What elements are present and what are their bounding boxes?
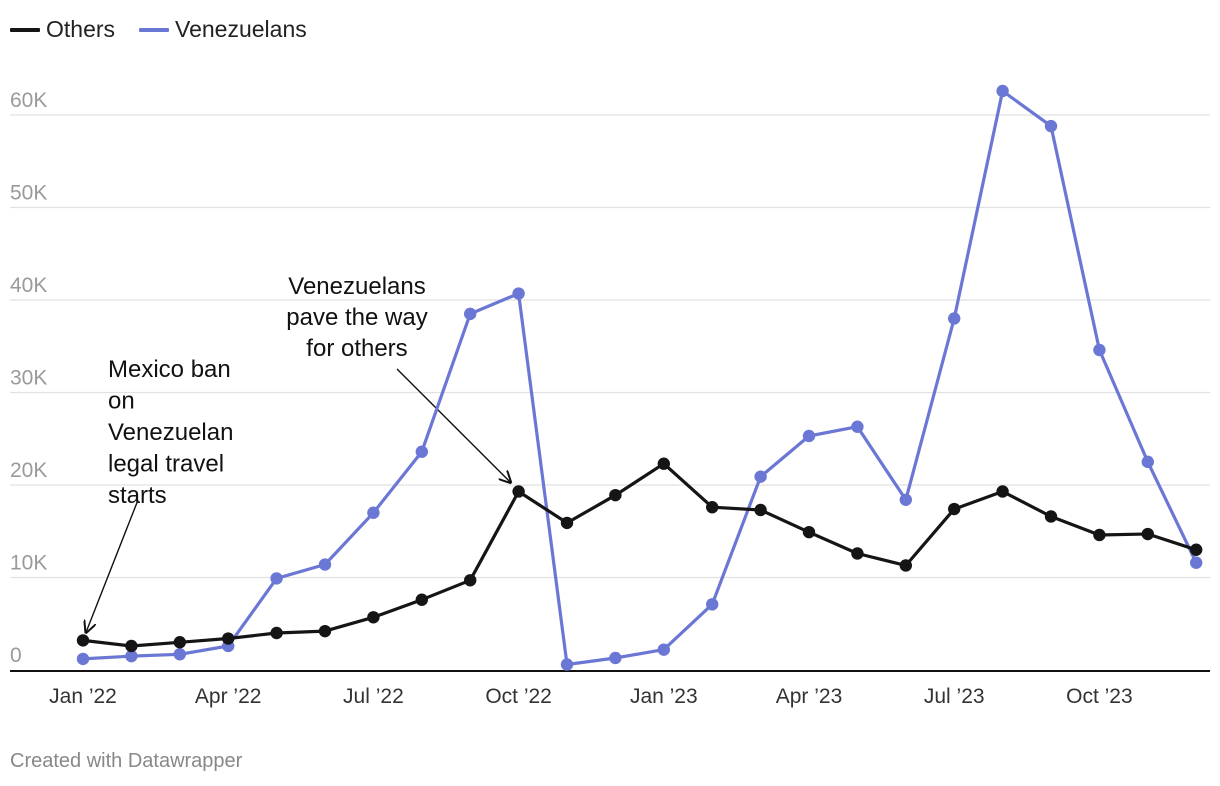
x-tick-label: Apr ’23 xyxy=(776,685,843,708)
data-point-venezuelans xyxy=(754,470,767,483)
data-point-others xyxy=(1093,528,1106,542)
data-point-venezuelans xyxy=(318,558,332,571)
data-point-venezuelans xyxy=(173,648,186,661)
data-point-others xyxy=(1141,527,1155,541)
x-axis: Jan ’22 Apr ’22 Jul ’22 Oct ’22 Jan ’23 Apr ’… xyxy=(10,670,1210,708)
data-point-others xyxy=(125,639,138,653)
data-point-venezuelans xyxy=(1190,556,1203,569)
x-tick-label: Apr ’22 xyxy=(195,685,262,708)
y-tick-label: 10K xyxy=(10,552,47,575)
annotation-arrow xyxy=(396,368,511,482)
data-point-others xyxy=(802,525,816,539)
y-axis: 0 10K 20K 30K 40K 50K 60K xyxy=(10,89,47,667)
annotation-arrow xyxy=(86,499,139,632)
data-point-venezuelans xyxy=(367,506,380,519)
x-tick-label: Jul ’23 xyxy=(924,685,985,708)
data-point-others xyxy=(464,574,477,587)
data-point-others xyxy=(899,559,912,572)
data-point-venezuelans xyxy=(1093,343,1106,357)
data-point-venezuelans xyxy=(1141,455,1155,469)
data-point-others xyxy=(318,624,332,638)
data-point-venezuelans xyxy=(609,651,622,665)
data-point-others xyxy=(512,485,525,498)
y-tick-label: 30K xyxy=(10,367,47,390)
legend-swatch-venezuelans xyxy=(139,27,170,32)
series-line-others xyxy=(82,462,1197,648)
data-point-venezuelans xyxy=(560,658,574,671)
data-point-others xyxy=(270,626,283,640)
data-point-venezuelans xyxy=(996,84,1009,98)
data-point-venezuelans xyxy=(464,307,477,321)
x-tick-label: Jan ’23 xyxy=(630,685,698,708)
x-tick-label: Oct ’23 xyxy=(1066,685,1133,708)
data-point-venezuelans xyxy=(851,420,864,433)
data-point-others xyxy=(367,611,380,624)
data-point-venezuelans xyxy=(512,287,525,300)
legend-swatch-others xyxy=(10,27,40,32)
annotation-text: Mexico ban on Venezuelan legal travel starts xyxy=(108,356,233,509)
data-point-venezuelans xyxy=(76,652,90,666)
data-point-venezuelans xyxy=(270,572,283,585)
y-tick-label: 20K xyxy=(10,459,47,482)
legend: Others Venezuelans xyxy=(10,16,331,43)
y-tick-label: 60K xyxy=(10,89,47,112)
x-tick-label: Jul ’22 xyxy=(343,685,404,708)
data-point-others xyxy=(560,516,574,530)
annotation-text: Venezuelans pave the way for others xyxy=(286,273,427,362)
series-layer xyxy=(76,84,1203,671)
data-point-others xyxy=(609,488,622,502)
data-point-others xyxy=(996,485,1009,498)
data-point-venezuelans xyxy=(706,598,719,611)
series-line-venezuelans xyxy=(82,89,1198,667)
legend-label-venezuelans: Venezuelans xyxy=(175,16,307,42)
y-tick-label: 50K xyxy=(10,182,47,205)
data-point-venezuelans xyxy=(1044,119,1058,133)
data-point-venezuelans xyxy=(415,445,428,458)
gridlines xyxy=(10,114,1210,579)
x-tick-label: Jan ’22 xyxy=(49,685,117,708)
data-point-others xyxy=(1190,543,1203,556)
legend-item-venezuelans[interactable]: Venezuelans xyxy=(139,16,307,43)
legend-item-others[interactable]: Others xyxy=(10,16,115,43)
data-point-others xyxy=(754,503,767,517)
data-point-others xyxy=(851,547,864,560)
series-others xyxy=(76,457,1203,653)
credit-text: Created with Datawrapper xyxy=(10,750,243,772)
data-point-others xyxy=(1044,510,1058,523)
x-tick-label: Oct ’22 xyxy=(485,685,552,708)
series-venezuelans xyxy=(76,84,1203,671)
y-tick-label: 40K xyxy=(10,274,47,297)
legend-label-others: Others xyxy=(46,16,116,42)
data-point-venezuelans xyxy=(657,643,670,656)
data-point-others xyxy=(76,634,90,647)
data-point-others xyxy=(173,636,186,649)
data-point-venezuelans xyxy=(948,312,961,325)
data-point-others xyxy=(948,502,961,516)
data-point-venezuelans xyxy=(125,649,138,663)
data-point-others xyxy=(706,501,719,514)
data-point-others xyxy=(415,593,428,606)
data-point-others xyxy=(222,632,235,645)
data-point-others xyxy=(657,457,670,470)
data-point-venezuelans xyxy=(899,493,912,506)
annotations: Mexico ban on Venezuelan legal travel starts… xyxy=(86,273,511,632)
y-tick-label: 0 xyxy=(10,644,22,667)
data-point-venezuelans xyxy=(802,429,816,443)
